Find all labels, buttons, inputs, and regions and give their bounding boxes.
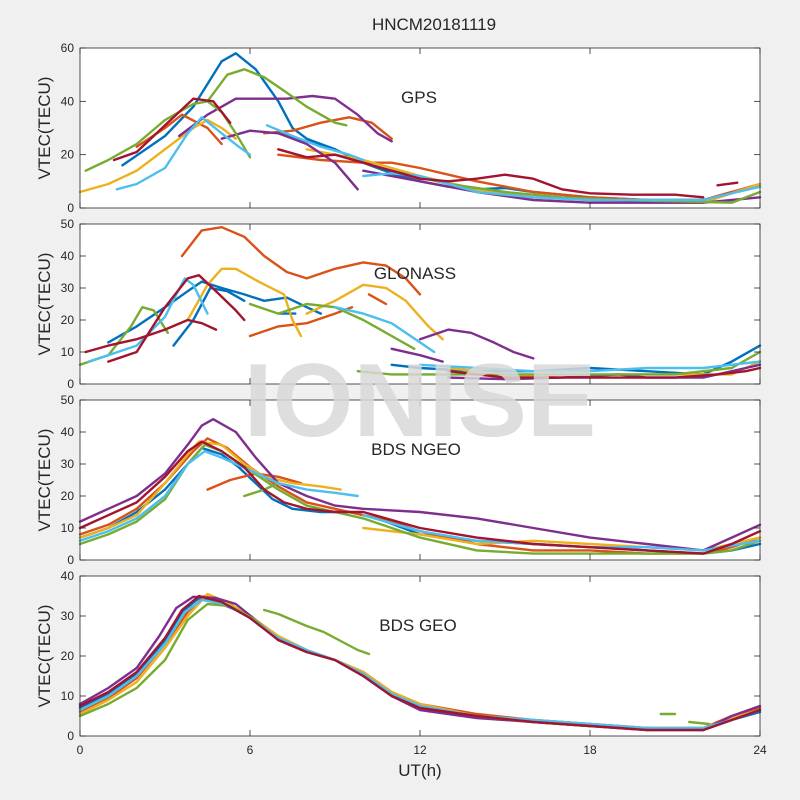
series-line-17: [112, 97, 232, 162]
series-line-18: [333, 306, 436, 354]
chart-panel-3: 0 10 20 30 40 50 VTEC(TECU) BDS NGEO: [35, 393, 762, 567]
chart-panel-4: 0 10 20 30 40 0 6 12 18 24 VTEC(TECU) BDS GEO: [35, 569, 767, 757]
x-tick-label: 0: [77, 743, 84, 757]
x-tick-label: 24: [753, 743, 767, 757]
chart-panel-2: 0 10 20 30 40 50 VTEC(TECU) GLONASS: [35, 217, 762, 391]
y-axis-label: VTEC(TECU): [35, 253, 54, 356]
series-line-11: [84, 100, 252, 172]
series-line-4: [78, 440, 342, 539]
series-line-6: [78, 118, 237, 194]
series-line-10: [78, 594, 762, 732]
series-group: [78, 52, 762, 204]
watermark-text: IONISE: [244, 343, 597, 459]
x-tick-label: 18: [583, 743, 597, 757]
y-tick-label: 50: [61, 393, 75, 407]
panel-title: GPS: [401, 88, 437, 107]
y-tick-label: 30: [61, 281, 75, 295]
series-line-13: [390, 169, 762, 204]
series-line-16: [356, 350, 762, 376]
y-tick-label: 0: [67, 201, 74, 215]
series-group: [78, 418, 762, 555]
series-line-14: [115, 116, 252, 191]
y-tick-label: 40: [61, 249, 75, 263]
y-tick-label: 20: [61, 148, 75, 162]
series-line-8: [688, 720, 711, 726]
y-tick-label: 40: [61, 569, 75, 583]
x-tick-label: 6: [247, 743, 254, 757]
series-line-11: [418, 328, 535, 360]
series-line-12: [206, 68, 348, 127]
series-line-19: [716, 181, 739, 187]
y-axis-label: VTEC(TECU): [35, 429, 54, 532]
plot-area: [80, 224, 760, 384]
panel-title: GLONASS: [374, 264, 456, 283]
series-line-4: [263, 116, 393, 140]
panel-title: BDS GEO: [379, 616, 456, 635]
series-line-6: [248, 306, 354, 338]
series-line-22: [447, 366, 762, 379]
y-tick-label: 40: [61, 425, 75, 439]
series-line-5: [180, 226, 422, 296]
y-tick-label: 20: [61, 489, 75, 503]
series-line-18: [277, 148, 705, 199]
series-line-21: [107, 274, 246, 363]
y-tick-label: 30: [61, 457, 75, 471]
series-line-19: [418, 360, 762, 373]
y-tick-label: 10: [61, 345, 75, 359]
panel-title: BDS NGEO: [371, 440, 461, 459]
y-tick-label: 0: [67, 729, 74, 743]
series-group: [78, 226, 762, 381]
series-line-6: [78, 418, 762, 552]
series-group: [78, 592, 762, 732]
y-tick-label: 20: [61, 649, 75, 663]
y-axis-label: VTEC(TECU): [35, 77, 54, 180]
series-line-12: [390, 347, 444, 363]
y-tick-label: 0: [67, 553, 74, 567]
y-tick-label: 60: [61, 41, 75, 55]
series-line-13: [447, 363, 762, 381]
series-line-11: [78, 440, 762, 555]
y-tick-label: 50: [61, 217, 75, 231]
series-line-1: [121, 52, 337, 167]
series-line-8: [178, 94, 393, 143]
y-tick-label: 30: [61, 609, 75, 623]
series-line-2: [172, 286, 246, 347]
series-line-6: [263, 608, 371, 656]
series-line-9: [78, 450, 359, 542]
series-line-8: [186, 267, 303, 338]
x-tick-label: 12: [413, 743, 427, 757]
series-line-9: [305, 283, 444, 341]
y-tick-label: 10: [61, 521, 75, 535]
y-axis-label: VTEC(TECU): [35, 605, 54, 708]
series-line-17: [87, 277, 209, 363]
series-line-9: [220, 129, 359, 191]
x-axis-label: UT(h): [398, 761, 441, 780]
y-tick-label: 20: [61, 313, 75, 327]
plot-area: [80, 576, 760, 736]
figure-title: HNCM20181119: [372, 15, 496, 34]
series-line-15: [265, 124, 365, 162]
chart-panel-1: 0 20 40 60 VTEC(TECU) GPS: [35, 41, 762, 215]
y-tick-label: 40: [61, 94, 75, 108]
y-tick-label: 10: [61, 689, 75, 703]
series-line-20: [84, 318, 218, 354]
plot-area: [80, 48, 760, 208]
series-line-7: [367, 293, 388, 306]
y-tick-label: 0: [67, 377, 74, 391]
